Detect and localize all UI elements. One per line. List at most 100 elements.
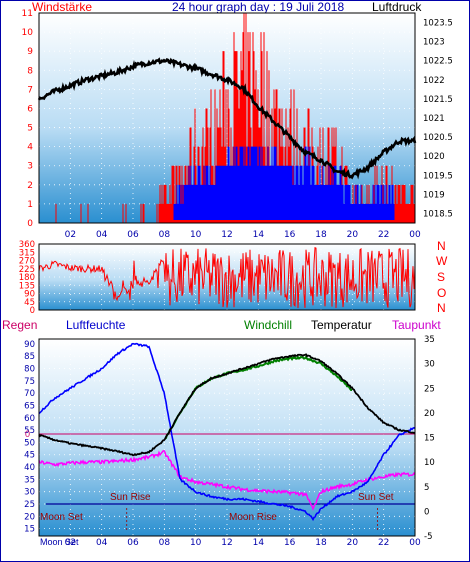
left-tick-label: 55 [24, 426, 35, 436]
x-tick-label: 22 [378, 538, 389, 548]
x-tick-label: 14 [253, 538, 265, 548]
luftdruck-line [37, 57, 417, 180]
left-tick-label: 90 [24, 290, 35, 300]
header-title: 24 hour graph day : 19 Juli 2018 [172, 0, 344, 14]
header-temperatur: Temperatur [311, 318, 372, 332]
right-tick-label: 1020.5 [423, 133, 453, 143]
x-tick-label: 20 [347, 230, 359, 240]
header-windstaerke: Windstärke [32, 0, 92, 14]
right-tick-label: 1023 [423, 38, 445, 48]
panel1-left-axis: 0 1 2 3 4 5 6 7 8 9 10 11 [22, 9, 34, 229]
panel-temp-humidity: 15 20 25 30 35 40 45 50 55 60 65 70 75 80 85 90 -5 0 5 10 1… [24, 335, 435, 548]
x-tick-label: 06 [127, 230, 139, 240]
left-tick-label: 35 [24, 475, 35, 485]
right-tick-label: 1021.5 [423, 95, 453, 105]
right-tick-label: 1021 [423, 114, 445, 124]
left-tick-label: 5 [27, 124, 33, 134]
windrichtung-line [38, 246, 416, 309]
left-tick-label: 360 [19, 240, 35, 250]
left-tick-label: 0 [30, 306, 35, 316]
right-tick-label: 1019.5 [423, 171, 453, 181]
left-tick-label: 20 [24, 512, 35, 522]
x-tick-label: 06 [127, 538, 139, 548]
right-tick-label: 1018.5 [423, 209, 453, 219]
x-tick-label: 14 [253, 230, 265, 240]
right-tick-label: 1019 [423, 190, 445, 200]
left-tick-label: 9 [27, 47, 33, 57]
x-tick-label: 00 [409, 230, 421, 240]
left-tick-label: 4 [27, 143, 33, 153]
left-tick-label: 65 [24, 401, 35, 411]
left-tick-label: 15 [24, 525, 35, 535]
panel1-right-axis: 1018.5 1019 1019.5 1020 1020.5 1021 1021.5 1022… [423, 19, 453, 220]
right-tick-label: 30 [424, 360, 435, 370]
right-tick-label: 1023.5 [423, 19, 453, 29]
dir-label-w: W [436, 254, 448, 268]
x-tick-label: 18 [315, 230, 327, 240]
panel3-left-axis: 15 20 25 30 35 40 45 50 55 60 65 70 75 80 85 90 [24, 340, 35, 535]
left-tick-label: 10 [22, 28, 34, 38]
right-tick-label: 10 [424, 458, 435, 468]
x-tick-label: 10 [190, 538, 202, 548]
x-tick-label: 02 [65, 230, 76, 240]
dir-label-n-top: N [437, 239, 446, 253]
header-luftfeuchte: Luftfeuchte [66, 318, 126, 332]
header-taupunkt: Taupunkt [392, 318, 441, 332]
x-tick-label: 22 [378, 230, 389, 240]
left-tick-label: 90 [24, 340, 35, 350]
right-tick-label: 1020 [423, 152, 445, 162]
x-tick-label: 20 [347, 538, 359, 548]
left-tick-label: 75 [24, 377, 35, 387]
sun-rise-label: Sun Rise [110, 492, 151, 503]
header-luftdruck: Luftdruck [372, 0, 422, 14]
left-tick-label: 11 [22, 9, 33, 19]
right-tick-label: 20 [424, 409, 435, 419]
left-tick-label: 315 [19, 248, 35, 258]
right-tick-label: 1022 [423, 76, 445, 86]
x-tick-label: 00 [409, 538, 421, 548]
dir-label-n-bottom: N [437, 301, 446, 315]
left-tick-label: 135 [19, 281, 35, 291]
left-tick-label: 50 [24, 438, 35, 448]
temperatur-line [38, 353, 416, 457]
luftdruck-series [37, 57, 417, 180]
right-tick-label: 25 [424, 384, 435, 394]
panel3-border [38, 338, 416, 537]
x-tick-label: 12 [221, 538, 232, 548]
left-tick-label: 45 [24, 298, 35, 308]
left-tick-label: 225 [19, 265, 35, 275]
sun-set-label: Sun Set [358, 492, 394, 503]
moon-set-label: Moon Set [40, 512, 83, 523]
x-tick-label: 04 [96, 230, 108, 240]
panel2-border [38, 243, 416, 311]
left-tick-label: 30 [24, 488, 35, 498]
panel3-background [39, 339, 415, 536]
luftfeuchte-line [38, 342, 416, 522]
panel3-series [38, 342, 416, 522]
left-tick-label: 180 [19, 273, 35, 283]
left-tick-label: 80 [24, 365, 35, 375]
x-tick-label: 16 [284, 538, 296, 548]
right-tick-label: 5 [424, 483, 429, 493]
x-tick-label: 02 [65, 538, 76, 548]
panel3-right-axis: -5 0 5 10 15 20 25 30 35 [424, 335, 435, 542]
dir-label-s: S [437, 270, 445, 284]
left-tick-label: 6 [27, 104, 33, 114]
left-tick-label: 8 [27, 66, 33, 76]
right-tick-label: -5 [424, 532, 432, 542]
panel3-x-axis: 02 04 06 08 10 12 14 16 18 20 22 00 [65, 538, 421, 548]
right-tick-label: 15 [424, 434, 435, 444]
x-tick-label: 16 [284, 230, 296, 240]
left-tick-label: 7 [27, 85, 33, 95]
x-tick-label: 12 [221, 230, 232, 240]
header-windchill: Windchill [244, 318, 292, 332]
moon-rise-label: Moon Rise [229, 512, 277, 523]
left-tick-label: 2 [27, 181, 33, 191]
right-tick-label: 35 [424, 335, 435, 345]
panel1-border [38, 12, 416, 224]
left-tick-label: 270 [19, 257, 35, 267]
left-tick-label: 0 [27, 219, 33, 229]
dir-label-o: O [437, 286, 446, 300]
